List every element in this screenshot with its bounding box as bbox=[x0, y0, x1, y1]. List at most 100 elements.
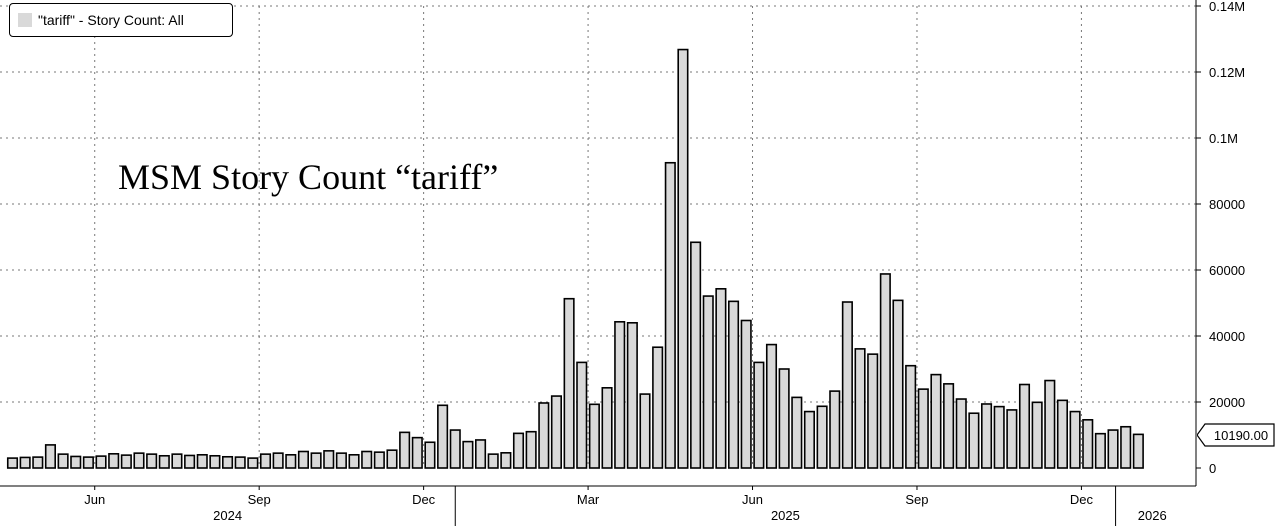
bars-layer bbox=[6, 48, 1144, 469]
axes-layer: 0 20000 40000 60000 80000 0.1M 0.12M 0.14M Jun Se… bbox=[0, 0, 1245, 526]
bar bbox=[411, 436, 423, 469]
bar bbox=[487, 453, 499, 469]
bar bbox=[791, 396, 803, 469]
bar bbox=[778, 368, 790, 469]
bar bbox=[601, 387, 613, 469]
bar bbox=[196, 453, 208, 469]
bar bbox=[259, 453, 272, 469]
y-tick-label: 60000 bbox=[1209, 263, 1245, 278]
bar bbox=[652, 346, 664, 469]
bar bbox=[108, 453, 120, 469]
bar bbox=[727, 300, 740, 469]
bar bbox=[1018, 383, 1031, 469]
legend-swatch bbox=[18, 13, 32, 27]
bar bbox=[905, 364, 917, 469]
bar bbox=[664, 161, 676, 469]
bar bbox=[500, 452, 512, 469]
bar bbox=[1044, 379, 1056, 469]
bar bbox=[1082, 419, 1094, 469]
bar bbox=[765, 343, 778, 469]
last-value-badge: 10190.00 bbox=[1197, 423, 1275, 447]
bar bbox=[247, 457, 259, 469]
bar bbox=[1107, 429, 1119, 469]
bar bbox=[95, 455, 107, 469]
bar bbox=[449, 429, 461, 469]
bar bbox=[310, 452, 322, 469]
x-year-label: 2024 bbox=[213, 508, 242, 523]
last-value-text: 10190.00 bbox=[1214, 428, 1268, 443]
x-tick-label: Dec bbox=[412, 492, 436, 507]
bar bbox=[753, 361, 765, 469]
bar bbox=[158, 454, 170, 469]
x-tick-label: Jun bbox=[742, 492, 763, 507]
last-value-frame bbox=[1197, 423, 1275, 447]
bar bbox=[968, 412, 980, 469]
bar bbox=[1120, 425, 1132, 469]
bar bbox=[184, 454, 196, 469]
y-tick-label: 0.12M bbox=[1209, 65, 1245, 80]
y-tick-label: 0.14M bbox=[1209, 0, 1245, 14]
bar bbox=[690, 241, 702, 469]
bar bbox=[133, 452, 145, 469]
x-tick-label: Sep bbox=[905, 492, 928, 507]
bar bbox=[1056, 399, 1068, 469]
bar bbox=[930, 373, 942, 469]
bar bbox=[816, 405, 828, 469]
bar bbox=[6, 457, 19, 469]
bar bbox=[563, 297, 575, 469]
bar bbox=[234, 456, 246, 469]
bar bbox=[361, 450, 373, 469]
bar bbox=[19, 456, 31, 469]
bar bbox=[677, 48, 689, 469]
bar bbox=[146, 453, 158, 469]
bar bbox=[993, 405, 1005, 469]
bar bbox=[335, 452, 347, 469]
bar bbox=[841, 301, 853, 469]
bar bbox=[297, 450, 310, 469]
bar bbox=[626, 321, 638, 469]
bar bbox=[525, 430, 537, 469]
bar bbox=[614, 321, 626, 469]
bar bbox=[1094, 432, 1106, 469]
bar bbox=[222, 455, 234, 469]
bar bbox=[399, 431, 411, 469]
bar bbox=[892, 299, 904, 469]
grid-layer bbox=[0, 5, 1196, 468]
x-year-label: 2025 bbox=[771, 508, 800, 523]
bar bbox=[879, 273, 891, 469]
bar bbox=[120, 454, 132, 469]
bar bbox=[57, 453, 69, 469]
bar bbox=[576, 361, 588, 469]
bar bbox=[474, 439, 487, 469]
x-tick-label: Jun bbox=[84, 492, 105, 507]
bar bbox=[209, 454, 221, 469]
y-tick-label: 40000 bbox=[1209, 329, 1245, 344]
y-tick-label: 0.1M bbox=[1209, 131, 1238, 146]
bar bbox=[272, 452, 284, 469]
bar bbox=[386, 449, 398, 469]
bar bbox=[715, 288, 727, 469]
bar bbox=[1006, 409, 1018, 469]
x-tick-label: Mar bbox=[577, 492, 600, 507]
y-tick-label: 0 bbox=[1209, 461, 1216, 476]
bar bbox=[538, 402, 550, 469]
bar bbox=[829, 390, 841, 469]
bar bbox=[550, 395, 563, 469]
bar bbox=[639, 393, 651, 469]
x-year-label: 2026 bbox=[1138, 508, 1167, 523]
y-tick-label: 20000 bbox=[1209, 395, 1245, 410]
bar bbox=[32, 456, 44, 469]
bar bbox=[980, 403, 993, 469]
bar bbox=[867, 353, 879, 469]
x-tick-label: Dec bbox=[1070, 492, 1094, 507]
bar bbox=[512, 432, 525, 469]
bar bbox=[437, 404, 449, 469]
bar bbox=[740, 319, 752, 469]
bar bbox=[70, 455, 82, 469]
legend-label: "tariff" - Story Count: All bbox=[38, 12, 184, 28]
bar bbox=[1132, 433, 1144, 469]
y-tick-label: 80000 bbox=[1209, 197, 1245, 212]
bar bbox=[1031, 401, 1043, 469]
bar bbox=[348, 453, 360, 469]
